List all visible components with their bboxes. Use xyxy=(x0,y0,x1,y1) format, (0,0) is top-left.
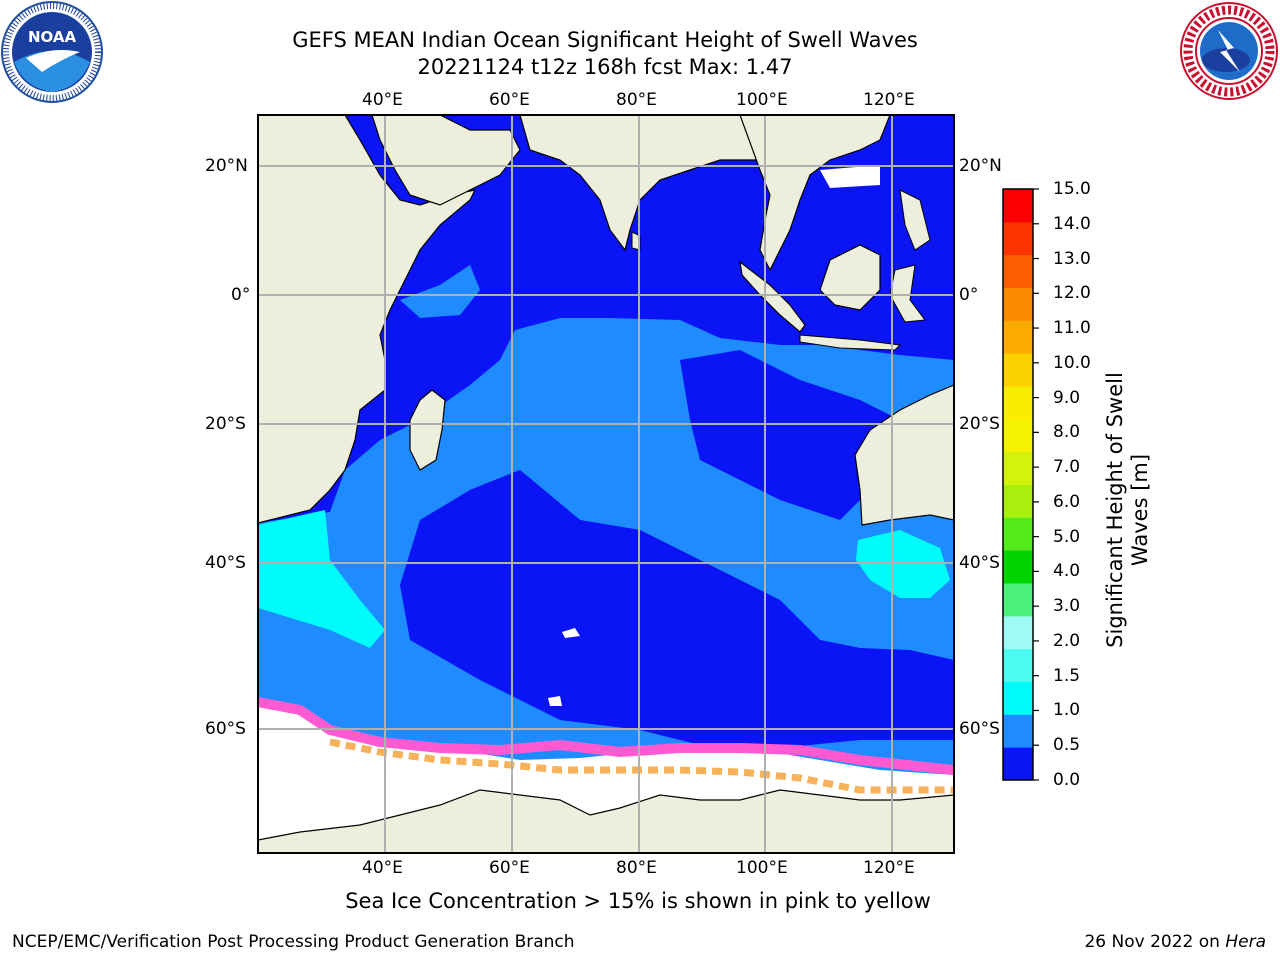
lon-label-bottom: 120°E xyxy=(863,858,915,878)
colorbar-tick-label: 9.0 xyxy=(1053,387,1081,408)
lat-label-right: 20°N xyxy=(959,156,1002,176)
colorbar-tick-label: 4.0 xyxy=(1053,561,1081,582)
lat-label-left: 20°N xyxy=(205,156,248,176)
lon-label-top: 60°E xyxy=(489,90,530,110)
chart-title: GEFS MEAN Indian Ocean Significant Heigh… xyxy=(292,28,918,52)
colorbar-block xyxy=(1003,287,1033,321)
colorbar-label: Significant Height of Swell Waves [m] xyxy=(1103,372,1152,648)
land-mask-patch xyxy=(820,165,880,188)
colorbar-block xyxy=(1003,714,1033,748)
island-patch xyxy=(548,696,562,706)
colorbar-block xyxy=(1003,648,1033,682)
swell-high-region xyxy=(258,510,385,648)
africa-land xyxy=(258,115,477,524)
colorbar-tick-label: 0.5 xyxy=(1053,735,1081,756)
colorbar-block xyxy=(1003,386,1033,420)
colorbar-tick-label: 10.0 xyxy=(1053,352,1091,373)
colorbar-block xyxy=(1003,221,1033,256)
lat-label-right: 60°S xyxy=(959,719,1000,739)
lat-label-right: 40°S xyxy=(959,553,1000,573)
colorbar-tick-label: 6.0 xyxy=(1053,491,1081,512)
colorbar-block xyxy=(1003,189,1033,223)
philippines-land xyxy=(899,189,931,251)
colorbar-tick-label: 1.5 xyxy=(1053,665,1081,686)
colorbar-block xyxy=(1003,353,1033,387)
colorbar-block xyxy=(1003,550,1033,584)
colorbar-tick-label: 7.0 xyxy=(1053,457,1081,478)
noaa-logo-text: NOAA xyxy=(28,28,77,46)
colorbar-block xyxy=(1003,451,1033,485)
colorbar-block xyxy=(1003,517,1033,551)
lat-label-left: 20°S xyxy=(205,414,246,434)
nws-logo xyxy=(1180,2,1278,100)
colorbar-tick-label: 0.0 xyxy=(1053,770,1081,790)
colorbar-block xyxy=(1003,254,1033,288)
noaa-logo: NOAA xyxy=(1,1,103,103)
colorbar-tick-label: 1.0 xyxy=(1053,700,1081,721)
footer-credit: NCEP/EMC/Verification Post Processing Pr… xyxy=(12,932,575,952)
colorbar-block xyxy=(1003,484,1033,518)
colorbar-block xyxy=(1003,615,1033,650)
swell-low-patch xyxy=(410,470,860,700)
map-frame xyxy=(257,114,955,854)
lon-label-top: 120°E xyxy=(863,90,915,110)
colorbar-block xyxy=(1003,681,1033,715)
lon-label-bottom: 100°E xyxy=(736,858,788,878)
lon-label-bottom: 80°E xyxy=(616,858,657,878)
sumatra-land xyxy=(739,260,806,333)
colorbar-frame xyxy=(1002,188,1034,781)
footer-machine: Hera xyxy=(1225,932,1266,952)
colorbar-block xyxy=(1003,583,1033,617)
antarctica-land xyxy=(258,789,954,853)
graticule xyxy=(258,115,954,853)
colorbar-tick-label: 5.0 xyxy=(1053,526,1081,547)
lat-label-right: 20°S xyxy=(959,414,1000,434)
lon-label-bottom: 40°E xyxy=(362,858,403,878)
lat-label-left: 60°S xyxy=(205,719,246,739)
borneo-land xyxy=(819,244,881,311)
lat-label-right: 0° xyxy=(959,285,979,305)
lon-label-top: 80°E xyxy=(616,90,657,110)
colorbar-block xyxy=(1003,320,1033,354)
chart-subtitle: 20221124 t12z 168h fcst Max: 1.47 xyxy=(417,55,793,79)
madagascar-land xyxy=(409,389,446,471)
lat-label-left: 40°S xyxy=(205,553,246,573)
colorbar-tick-label: 15.0 xyxy=(1053,179,1091,199)
sea-ice-caption: Sea Ice Concentration > 15% is shown in … xyxy=(345,889,931,913)
colorbar-block xyxy=(1003,747,1033,781)
colorbar-tick-label: 3.0 xyxy=(1053,596,1081,617)
footer-date-text: 26 Nov 2022 on xyxy=(1084,932,1226,952)
lon-label-bottom: 60°E xyxy=(489,858,530,878)
australia-land xyxy=(854,384,954,526)
indochina-land xyxy=(739,115,891,272)
lat-label-left: 0° xyxy=(231,285,251,305)
colorbar-tick-label: 11.0 xyxy=(1053,318,1091,339)
colorbar-tick-label: 2.0 xyxy=(1053,630,1081,651)
colorbar-tick-label: 13.0 xyxy=(1053,248,1091,269)
lon-label-top: 100°E xyxy=(736,90,788,110)
lon-label-top: 40°E xyxy=(362,90,403,110)
swell-mid-region xyxy=(400,265,480,318)
island-patch xyxy=(562,628,580,638)
colorbar-tick-label: 14.0 xyxy=(1053,213,1091,234)
colorbar-block xyxy=(1003,418,1033,453)
java-land xyxy=(799,334,902,351)
colorbar-tick-label: 12.0 xyxy=(1053,283,1091,304)
colorbar-tick-label: 8.0 xyxy=(1053,422,1081,443)
ice-edge-orange xyxy=(329,738,954,794)
footer-date: 26 Nov 2022 on Hera xyxy=(1084,932,1266,952)
